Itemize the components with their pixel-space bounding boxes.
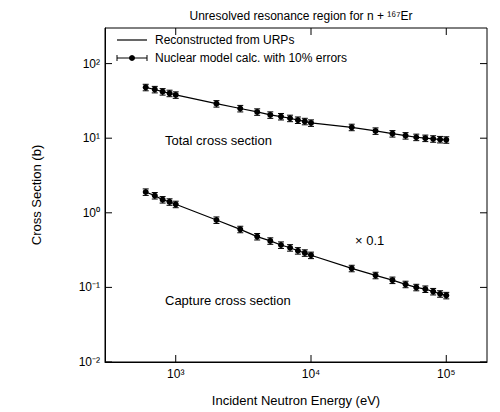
svg-text:Total cross section: Total cross section — [165, 133, 272, 148]
svg-text:10²: 10² — [83, 57, 100, 71]
svg-text:Capture cross section: Capture cross section — [165, 293, 291, 308]
svg-text:10⁻¹: 10⁻¹ — [79, 280, 100, 294]
svg-text:× 0.1: × 0.1 — [355, 233, 384, 248]
svg-text:Reconstructed from URPs: Reconstructed from URPs — [155, 33, 294, 47]
svg-text:10¹: 10¹ — [83, 131, 100, 145]
svg-text:10³: 10³ — [167, 367, 184, 381]
svg-text:10⁻²: 10⁻² — [79, 355, 100, 369]
svg-text:Unresolved resonance region fo: Unresolved resonance region for n + ¹⁶⁷E… — [189, 9, 412, 23]
svg-text:10⁰: 10⁰ — [83, 206, 100, 220]
svg-text:10⁵: 10⁵ — [437, 367, 455, 381]
svg-text:Nuclear model calc. with 10% e: Nuclear model calc. with 10% errors — [155, 51, 347, 65]
svg-text:Cross Section (b): Cross Section (b) — [29, 145, 44, 245]
svg-text:10⁴: 10⁴ — [302, 367, 321, 381]
svg-text:Incident Neutron Energy (eV): Incident Neutron Energy (eV) — [212, 393, 380, 408]
